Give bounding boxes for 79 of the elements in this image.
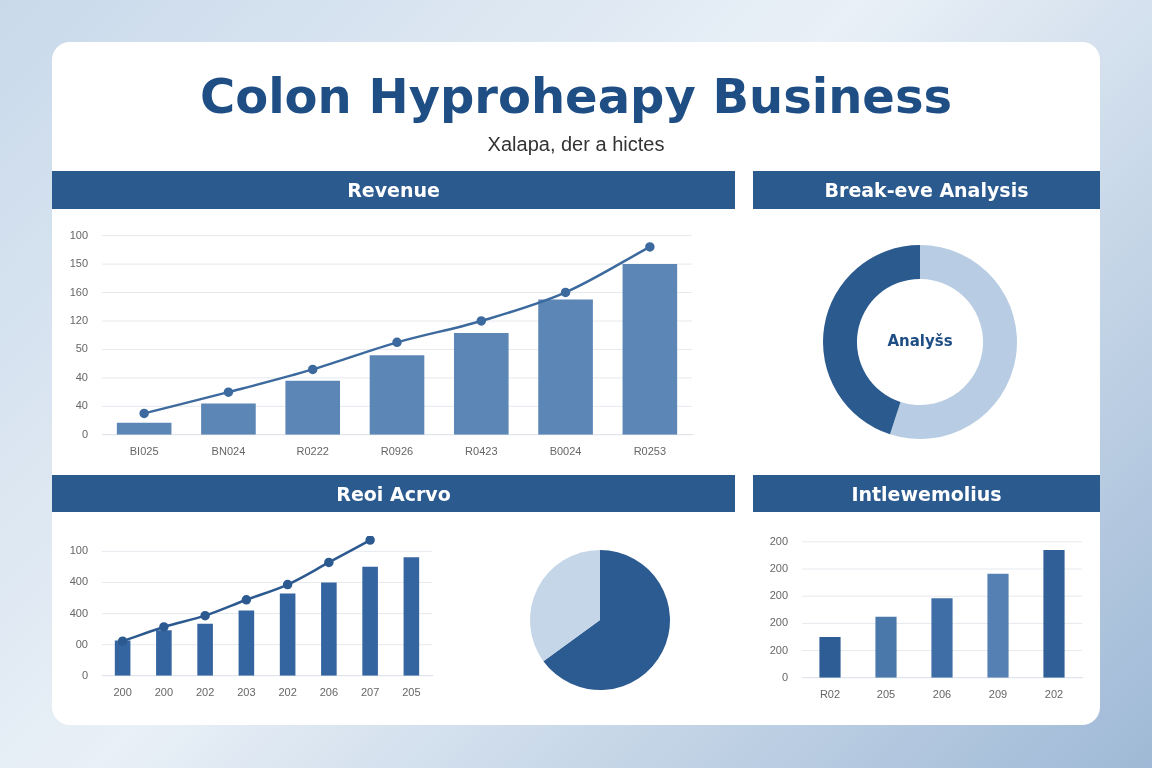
chart-title: Revenue	[52, 171, 735, 209]
point	[392, 337, 402, 348]
text: 200	[769, 589, 788, 602]
point	[241, 595, 252, 605]
text: 200	[769, 534, 788, 547]
point	[117, 636, 128, 646]
x-tick-label: BI025	[129, 445, 159, 458]
text: 200	[769, 643, 788, 656]
chart-title: Reoi Acrvo	[52, 475, 735, 512]
text: 0	[81, 668, 88, 681]
point	[159, 622, 169, 632]
x-tick-label: 205	[876, 688, 896, 701]
point	[560, 287, 571, 298]
text: 200	[769, 562, 788, 575]
x-tick-label: 202	[278, 686, 297, 699]
text: 400	[69, 606, 88, 619]
bar	[279, 593, 296, 676]
x-tick-label: R0253	[633, 445, 667, 458]
x-tick-label: 206	[932, 688, 952, 701]
x-tick-label: R02	[819, 688, 841, 701]
x-tick-label: 200	[154, 686, 174, 699]
bar	[453, 332, 509, 435]
text: 0	[781, 670, 788, 683]
text: 100	[69, 228, 88, 241]
x-tick-label: 202	[1044, 688, 1064, 701]
text: 00	[75, 637, 88, 650]
point	[200, 610, 210, 621]
bar	[1043, 550, 1065, 678]
bar	[197, 623, 213, 676]
bar	[156, 630, 172, 676]
point	[282, 579, 293, 590]
chart-title: Break-eve Analysis	[753, 171, 1100, 209]
text: Xalapa, der a hictes	[486, 133, 666, 156]
bar	[622, 264, 678, 435]
bar	[116, 422, 172, 435]
bar	[931, 598, 953, 678]
bar	[875, 616, 897, 678]
text: Colon Hyproheapy Business	[198, 68, 954, 124]
text: 50	[75, 342, 88, 355]
bar	[362, 566, 378, 676]
bar	[285, 380, 341, 435]
x-tick-label: 200	[113, 686, 132, 699]
point	[645, 242, 655, 252]
text: 0	[81, 427, 88, 440]
text: 120	[69, 314, 88, 327]
x-tick-label: 202	[195, 686, 215, 699]
chart-title: Intlewemolius	[753, 475, 1100, 512]
bar	[819, 637, 841, 678]
text: 40	[75, 399, 88, 412]
point	[223, 387, 234, 397]
x-tick-label: R0222	[296, 445, 329, 458]
text: 100	[69, 544, 88, 557]
bar	[369, 355, 425, 435]
point	[324, 557, 334, 568]
bar	[238, 610, 255, 676]
x-tick-label: 206	[319, 686, 339, 699]
bar	[403, 557, 420, 676]
bar	[987, 573, 1009, 678]
bar	[321, 582, 337, 676]
text: 40	[75, 370, 88, 383]
bar	[201, 403, 256, 435]
x-tick-label: BN024	[211, 445, 246, 458]
x-tick-label: 209	[988, 688, 1008, 701]
text: 400	[69, 575, 88, 588]
x-tick-label: 205	[402, 686, 421, 699]
text: Analyšs	[887, 331, 953, 350]
point	[476, 316, 487, 326]
x-tick-label: R0423	[465, 445, 498, 458]
point	[365, 536, 375, 545]
text: 200	[769, 616, 788, 629]
text: 160	[69, 285, 88, 298]
point	[307, 364, 318, 375]
bar	[538, 299, 593, 435]
x-tick-label: 207	[360, 686, 380, 699]
text: 150	[69, 257, 88, 270]
x-tick-label: B0024	[549, 445, 582, 458]
x-tick-label: 203	[237, 686, 256, 699]
x-tick-label: R0926	[380, 445, 414, 458]
point	[139, 408, 149, 419]
